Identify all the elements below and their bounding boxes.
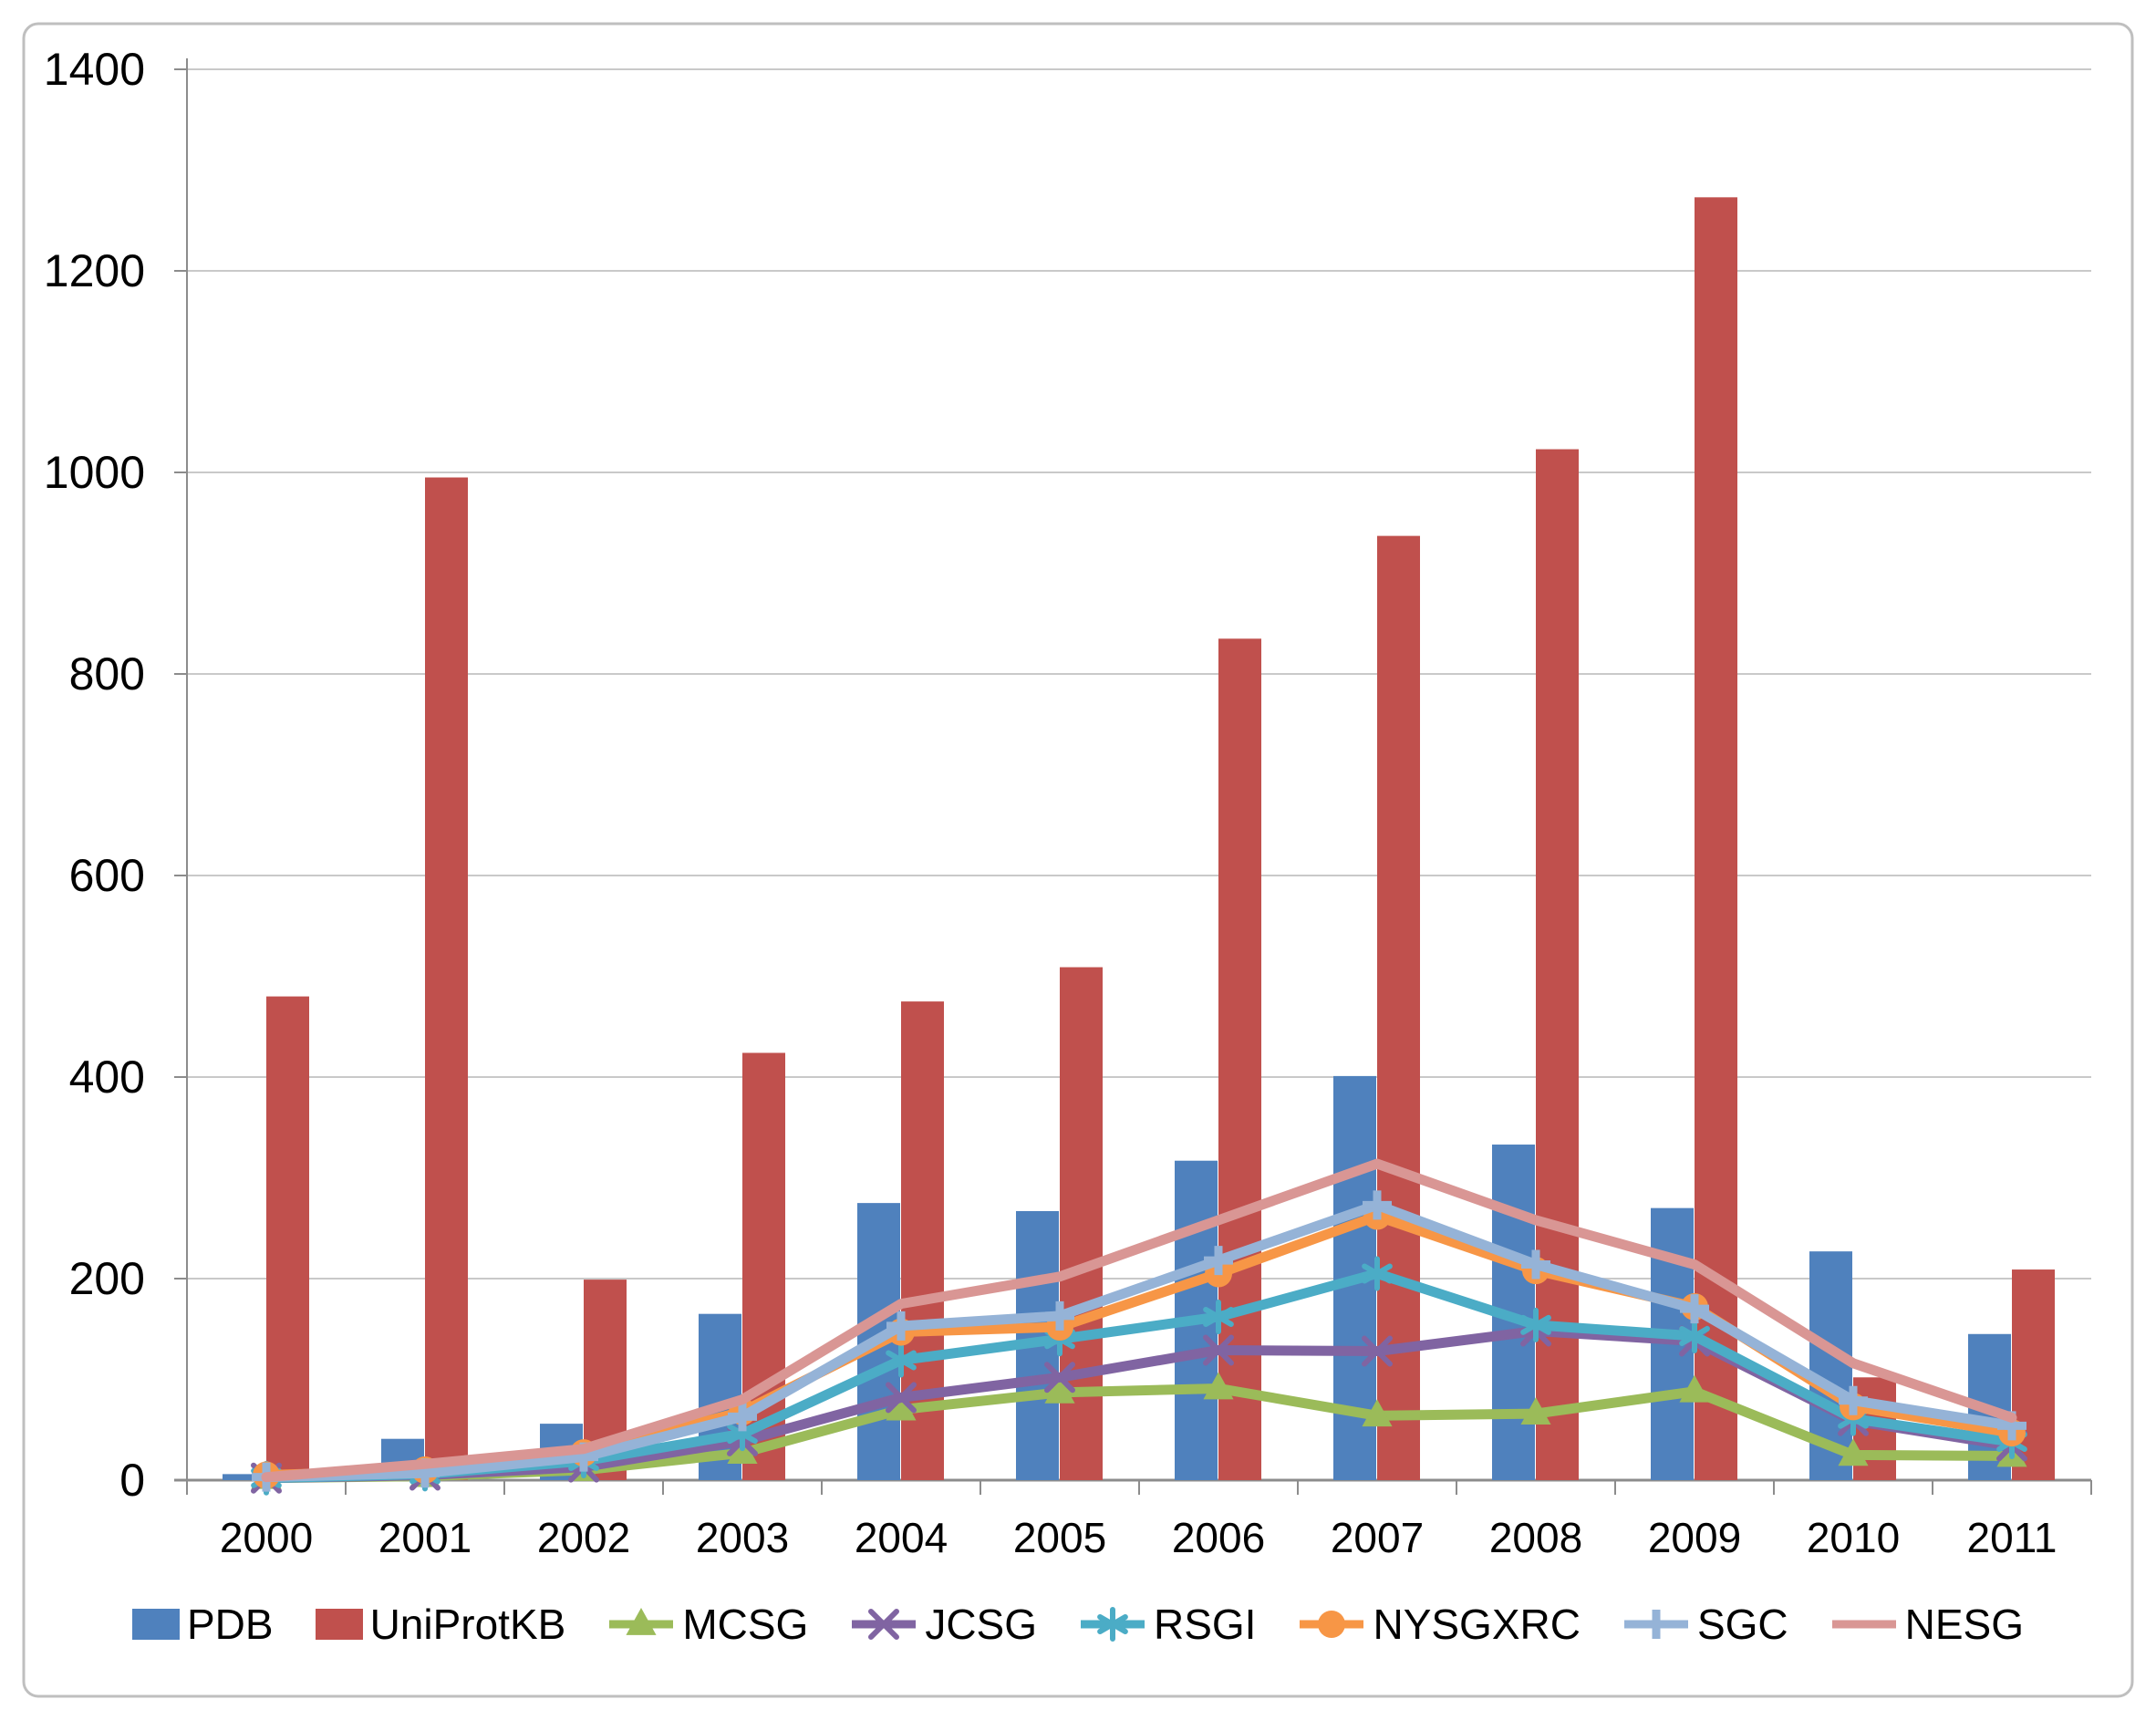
x-axis-label-2010: 2010 [1807, 1514, 1900, 1561]
marker-sgc-2006 [1204, 1246, 1233, 1276]
legend-item-nysgxrc: NYSGXRC [1298, 1600, 1581, 1649]
bar-uniprotkb-2007 [1377, 535, 1420, 1480]
y-axis-label-0: 0 [119, 1455, 145, 1506]
y-axis-label-400: 400 [69, 1052, 145, 1103]
chart-legend: PDB UniProtKB MCSG JCSG RSGI NYSGXRC SGC NESG [0, 1600, 2156, 1649]
marker-rsgi-2007 [1362, 1256, 1393, 1291]
legend-label-sgc: SGC [1696, 1601, 1788, 1648]
legend-marker-sgc-icon [1641, 1610, 1671, 1639]
legend-item-mcsg: MCSG [607, 1600, 808, 1649]
legend-marker-jcsg-icon [868, 1609, 900, 1640]
x-axis-label-2001: 2001 [378, 1514, 472, 1561]
marker-mcsg-2006 [1203, 1372, 1234, 1400]
x-axis-label-2004: 2004 [855, 1514, 948, 1561]
legend-item-rsgi: RSGI [1079, 1600, 1256, 1649]
marker-mcsg-2008 [1520, 1397, 1551, 1425]
legend-marker-mcsg-icon [626, 1608, 657, 1635]
x-axis-label-2006: 2006 [1172, 1514, 1265, 1561]
x-axis-label-2002: 2002 [537, 1514, 630, 1561]
legend-swatch-jcsg-icon [852, 1609, 917, 1640]
y-axis-label-200: 200 [69, 1253, 145, 1304]
x-axis-label-2007: 2007 [1331, 1514, 1424, 1561]
legend-item-nesg: NESG [1830, 1600, 2024, 1649]
x-axis-label-2003: 2003 [696, 1514, 789, 1561]
bar-uniprotkb-2000 [266, 996, 309, 1480]
y-axis-label-1400: 1400 [44, 44, 145, 95]
marker-mcsg-2004 [886, 1393, 917, 1421]
marker-mcsg-2010 [1838, 1438, 1869, 1466]
marker-sgc-2010 [1839, 1385, 1868, 1415]
legend-label-mcsg: MCSG [682, 1601, 809, 1648]
marker-sgc-2007 [1363, 1190, 1392, 1220]
line-series-sgc [252, 1190, 2026, 1492]
marker-rsgi-2006 [1203, 1299, 1234, 1334]
legend-swatch-uniprotkb-icon [315, 1609, 363, 1640]
x-axis-label-2000: 2000 [220, 1514, 313, 1561]
line-nesg [261, 1158, 2017, 1483]
legend-swatch-sgc-icon [1623, 1610, 1688, 1639]
legend-swatch-pdb-icon [131, 1609, 180, 1640]
legend-swatch-nysgxrc-icon [1300, 1611, 1364, 1638]
y-axis-label-600: 600 [69, 850, 145, 901]
legend-swatch-rsgi-icon [1081, 1607, 1145, 1642]
marker-mcsg-2007 [1362, 1399, 1393, 1427]
bar-uniprotkb-2008 [1536, 449, 1579, 1481]
marker-mcsg-2009 [1679, 1374, 1710, 1403]
legend-label-jcsg: JCSG [925, 1601, 1037, 1648]
marker-sgc-2008 [1521, 1249, 1550, 1280]
line-series-nesg [261, 1158, 2017, 1483]
legend-item-pdb: PDB [131, 1600, 274, 1649]
x-axis-label-2009: 2009 [1648, 1514, 1741, 1561]
x-axis-label-2008: 2008 [1489, 1514, 1582, 1561]
legend-item-sgc: SGC [1622, 1600, 1788, 1649]
marker-sgc-2009 [1680, 1294, 1709, 1324]
bar-pdb-2000 [223, 1474, 265, 1480]
legend-label-pdb: PDB [186, 1601, 274, 1648]
legend-swatch-nesg-icon [1831, 1620, 1896, 1629]
x-axis-label-2011: 2011 [1967, 1514, 2058, 1561]
legend-label-nesg: NESG [1904, 1601, 2025, 1648]
legend-label-nysgxrc: NYSGXRC [1373, 1601, 1581, 1648]
legend-item-jcsg: JCSG [850, 1600, 1037, 1649]
marker-sgc-2004 [886, 1311, 916, 1341]
chart-frame-border [22, 22, 2134, 1698]
x-axis-label-2005: 2005 [1013, 1514, 1106, 1561]
legend-label-rsgi: RSGI [1154, 1601, 1257, 1648]
marker-rsgi-2004 [886, 1342, 917, 1378]
legend-marker-nysgxrc-icon [1318, 1611, 1346, 1638]
line-sgc [261, 1199, 2017, 1483]
y-axis-label-800: 800 [69, 648, 145, 699]
y-axis-label-1000: 1000 [44, 447, 145, 498]
marker-jcsg-2004 [886, 1382, 917, 1414]
marker-sgc-2003 [728, 1402, 757, 1432]
marker-jcsg-2006 [1203, 1334, 1234, 1366]
marker-jcsg-2005 [1044, 1362, 1075, 1394]
legend-swatch-mcsg-icon [609, 1608, 674, 1635]
marker-rsgi-2008 [1520, 1307, 1551, 1342]
marker-mcsg-2005 [1044, 1375, 1075, 1404]
marker-rsgi-2009 [1679, 1318, 1710, 1353]
marker-sgc-2005 [1045, 1300, 1074, 1331]
y-axis-label-1200: 1200 [44, 245, 145, 296]
bar-uniprotkb-2001 [425, 477, 468, 1480]
marker-jcsg-2007 [1362, 1335, 1393, 1367]
legend-marker-rsgi-icon [1097, 1607, 1128, 1642]
legend-label-uniprotkb: UniProtKB [369, 1601, 566, 1648]
legend-item-uniprotkb: UniProtKB [315, 1600, 566, 1649]
